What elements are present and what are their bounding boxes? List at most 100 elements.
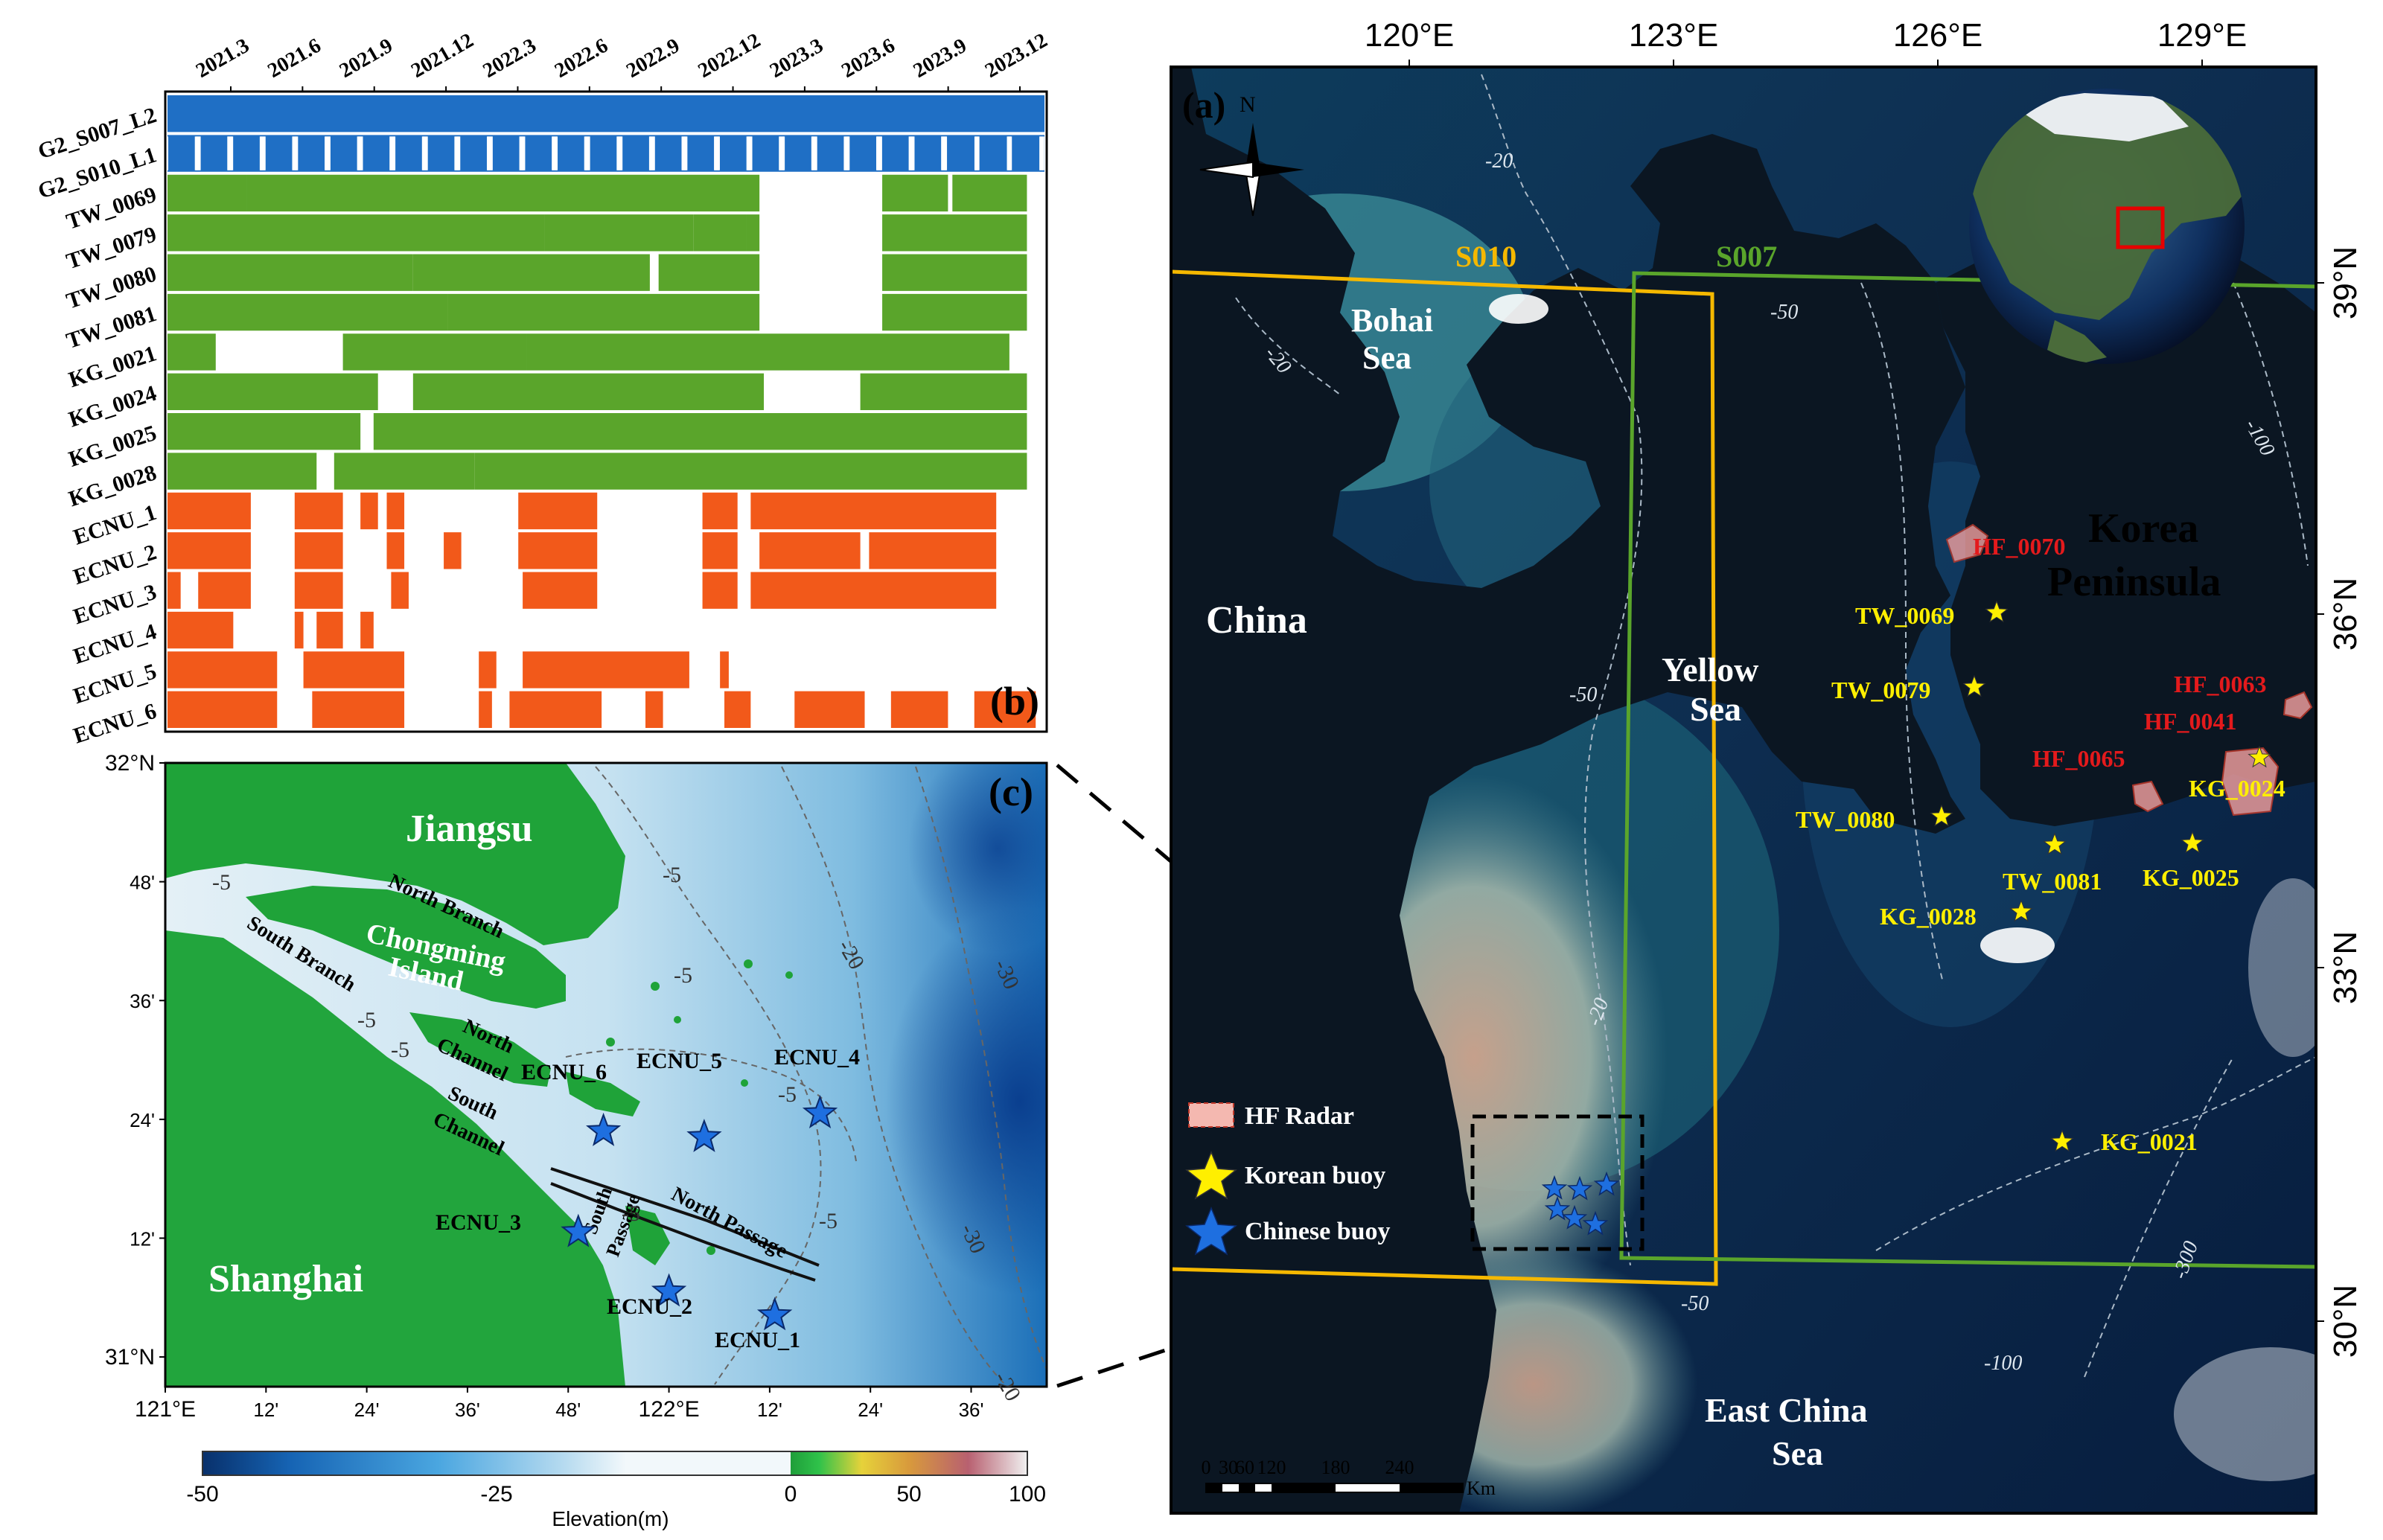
availability-segment bbox=[168, 254, 413, 291]
korea-label: Korea bbox=[2088, 505, 2198, 552]
availability-segment bbox=[724, 691, 751, 728]
islet bbox=[741, 1079, 748, 1087]
scale-bar-segment bbox=[1239, 1483, 1255, 1492]
ecnu-buoy-label: ECNU_2 bbox=[607, 1294, 692, 1319]
jiangsu-label: Jiangsu bbox=[406, 808, 533, 850]
north-passage-wall bbox=[550, 1167, 820, 1267]
lon-tick-label: 12' bbox=[757, 1399, 782, 1421]
lon-tick-label: 36' bbox=[455, 1399, 480, 1421]
korean-buoy-marker bbox=[2248, 745, 2271, 768]
east-china-sea-label-2: Sea bbox=[1772, 1434, 1823, 1472]
estuary-map-frame bbox=[164, 761, 1048, 1388]
panel-c-label: (c) bbox=[989, 770, 1033, 814]
islet bbox=[674, 1016, 681, 1023]
hf-radar-label: HF_0070 bbox=[1973, 533, 2065, 560]
korean-buoy-label: TW_0080 bbox=[1796, 806, 1895, 833]
globe-snow bbox=[2010, 93, 2189, 141]
chinese-buoys bbox=[1541, 1171, 1620, 1236]
colorbar-frame bbox=[202, 1451, 1028, 1476]
korea-label-2: Peninsula bbox=[2047, 559, 2221, 605]
colorbar-negative bbox=[202, 1451, 791, 1475]
availability-segment bbox=[360, 611, 374, 649]
estuary-lat-axis: 32°N 48' 36' 24' 12' 31°N bbox=[105, 751, 165, 1370]
ecnu-buoy-marker bbox=[586, 1112, 622, 1146]
availability-segment bbox=[759, 532, 861, 569]
changxing-island bbox=[409, 1012, 551, 1087]
korean-buoy-label: TW_0069 bbox=[1855, 602, 1954, 629]
korean-buoy-label: KG_0028 bbox=[1880, 903, 1977, 930]
availability-segment bbox=[373, 413, 1027, 450]
availability-segment bbox=[168, 214, 545, 252]
legend-hf-label: HF Radar bbox=[1245, 1102, 1354, 1130]
ecnu-buoy-marker bbox=[561, 1213, 596, 1247]
globe-highlight-box bbox=[2116, 206, 2165, 249]
availability-segment bbox=[168, 453, 317, 490]
islet bbox=[706, 1246, 715, 1255]
korean-buoy-label: KG_0021 bbox=[2101, 1128, 2198, 1155]
korean-buoy-label: KG_0024 bbox=[2189, 775, 2285, 802]
cloud bbox=[2248, 878, 2316, 1057]
availability-segment bbox=[386, 532, 405, 569]
time-tick-label: 2021.3 bbox=[192, 34, 253, 83]
availability-segment bbox=[523, 651, 689, 688]
korean-buoy-marker bbox=[2009, 899, 2033, 922]
availability-segment bbox=[702, 532, 738, 569]
depth-contour bbox=[1235, 297, 1341, 395]
jiuduansha-shoal bbox=[625, 1206, 670, 1265]
legend-chinese-buoy-label: Chinese buoy bbox=[1245, 1218, 1391, 1245]
availability-segment bbox=[479, 651, 497, 688]
availability-segment bbox=[444, 532, 462, 569]
availability-segment bbox=[168, 135, 1044, 172]
korean-buoy-label: TW_0079 bbox=[1831, 677, 1930, 703]
depth-label: -20 bbox=[1485, 150, 1513, 173]
chinese-buoy-marker bbox=[1582, 1210, 1609, 1236]
lat-tick-label: 32°N bbox=[105, 751, 155, 776]
time-tick-label: 2021.9 bbox=[336, 34, 397, 83]
availability-segment bbox=[750, 572, 997, 609]
time-tick-label: 2023.6 bbox=[838, 34, 899, 83]
availability-segment bbox=[720, 651, 729, 688]
korean-buoy-marker bbox=[1930, 804, 1953, 827]
jeju-island bbox=[1980, 927, 2055, 963]
korean-buoy-marker bbox=[2043, 832, 2067, 855]
depth-contour bbox=[565, 1048, 857, 1162]
korean-buoy-marker bbox=[2181, 831, 2204, 854]
scale-tick-label: 240 bbox=[1385, 1457, 1414, 1478]
lat-tick-label: 36' bbox=[130, 990, 155, 1012]
depth-label: -50 bbox=[1770, 301, 1798, 324]
lon-tick-label: 121°E bbox=[135, 1397, 196, 1422]
availability-bars bbox=[167, 95, 1044, 728]
regional-map-panel: (a) N China Bohai Sea Yellow Sea Korea P… bbox=[1170, 66, 2317, 1515]
hf-radar-coverage bbox=[2282, 691, 2313, 720]
availability-segment bbox=[882, 254, 1027, 291]
availability-segment bbox=[168, 413, 361, 450]
availability-segment bbox=[882, 293, 1027, 331]
scale-bar-segment bbox=[1272, 1483, 1336, 1492]
hf-radar-label: HF_0063 bbox=[2174, 671, 2266, 697]
chinese-buoy-marker bbox=[1593, 1171, 1620, 1196]
availability-segment bbox=[294, 492, 343, 530]
depth-label: -5 bbox=[778, 1082, 797, 1107]
depth-label: -5 bbox=[674, 963, 692, 988]
korean-buoy-label: KG_0025 bbox=[2143, 864, 2239, 891]
lat-tick-label: 33°N bbox=[2327, 931, 2364, 1004]
shanghai-land bbox=[165, 930, 625, 1387]
time-tick-label: 2023.12 bbox=[981, 29, 1051, 83]
lon-tick-label: 48' bbox=[555, 1399, 581, 1421]
colorbar-title: Elevation(m) bbox=[552, 1507, 669, 1530]
yellow-sea-label-2: Sea bbox=[1690, 690, 1741, 728]
availability-row-labels: G2_S007_L2G2_S010_L1TW_0069TW_0079TW_008… bbox=[35, 103, 159, 749]
lat-tick-label: 30°N bbox=[2327, 1285, 2364, 1358]
depth-label: -5 bbox=[212, 870, 231, 895]
east-china-sea-label: East China bbox=[1705, 1391, 1868, 1429]
chinese-buoy-marker bbox=[1566, 1175, 1593, 1201]
colorbar-tick-label: -25 bbox=[480, 1482, 512, 1507]
scale-tick-label: 60 bbox=[1235, 1457, 1254, 1478]
north-arrow-e bbox=[1253, 162, 1304, 177]
time-tick-label: 2022.9 bbox=[622, 34, 683, 83]
colorbar-tick-label: 100 bbox=[1009, 1482, 1046, 1507]
deep-water-area bbox=[886, 908, 1047, 1295]
lon-tick-label: 24' bbox=[354, 1399, 380, 1421]
availability-segment bbox=[518, 532, 598, 569]
